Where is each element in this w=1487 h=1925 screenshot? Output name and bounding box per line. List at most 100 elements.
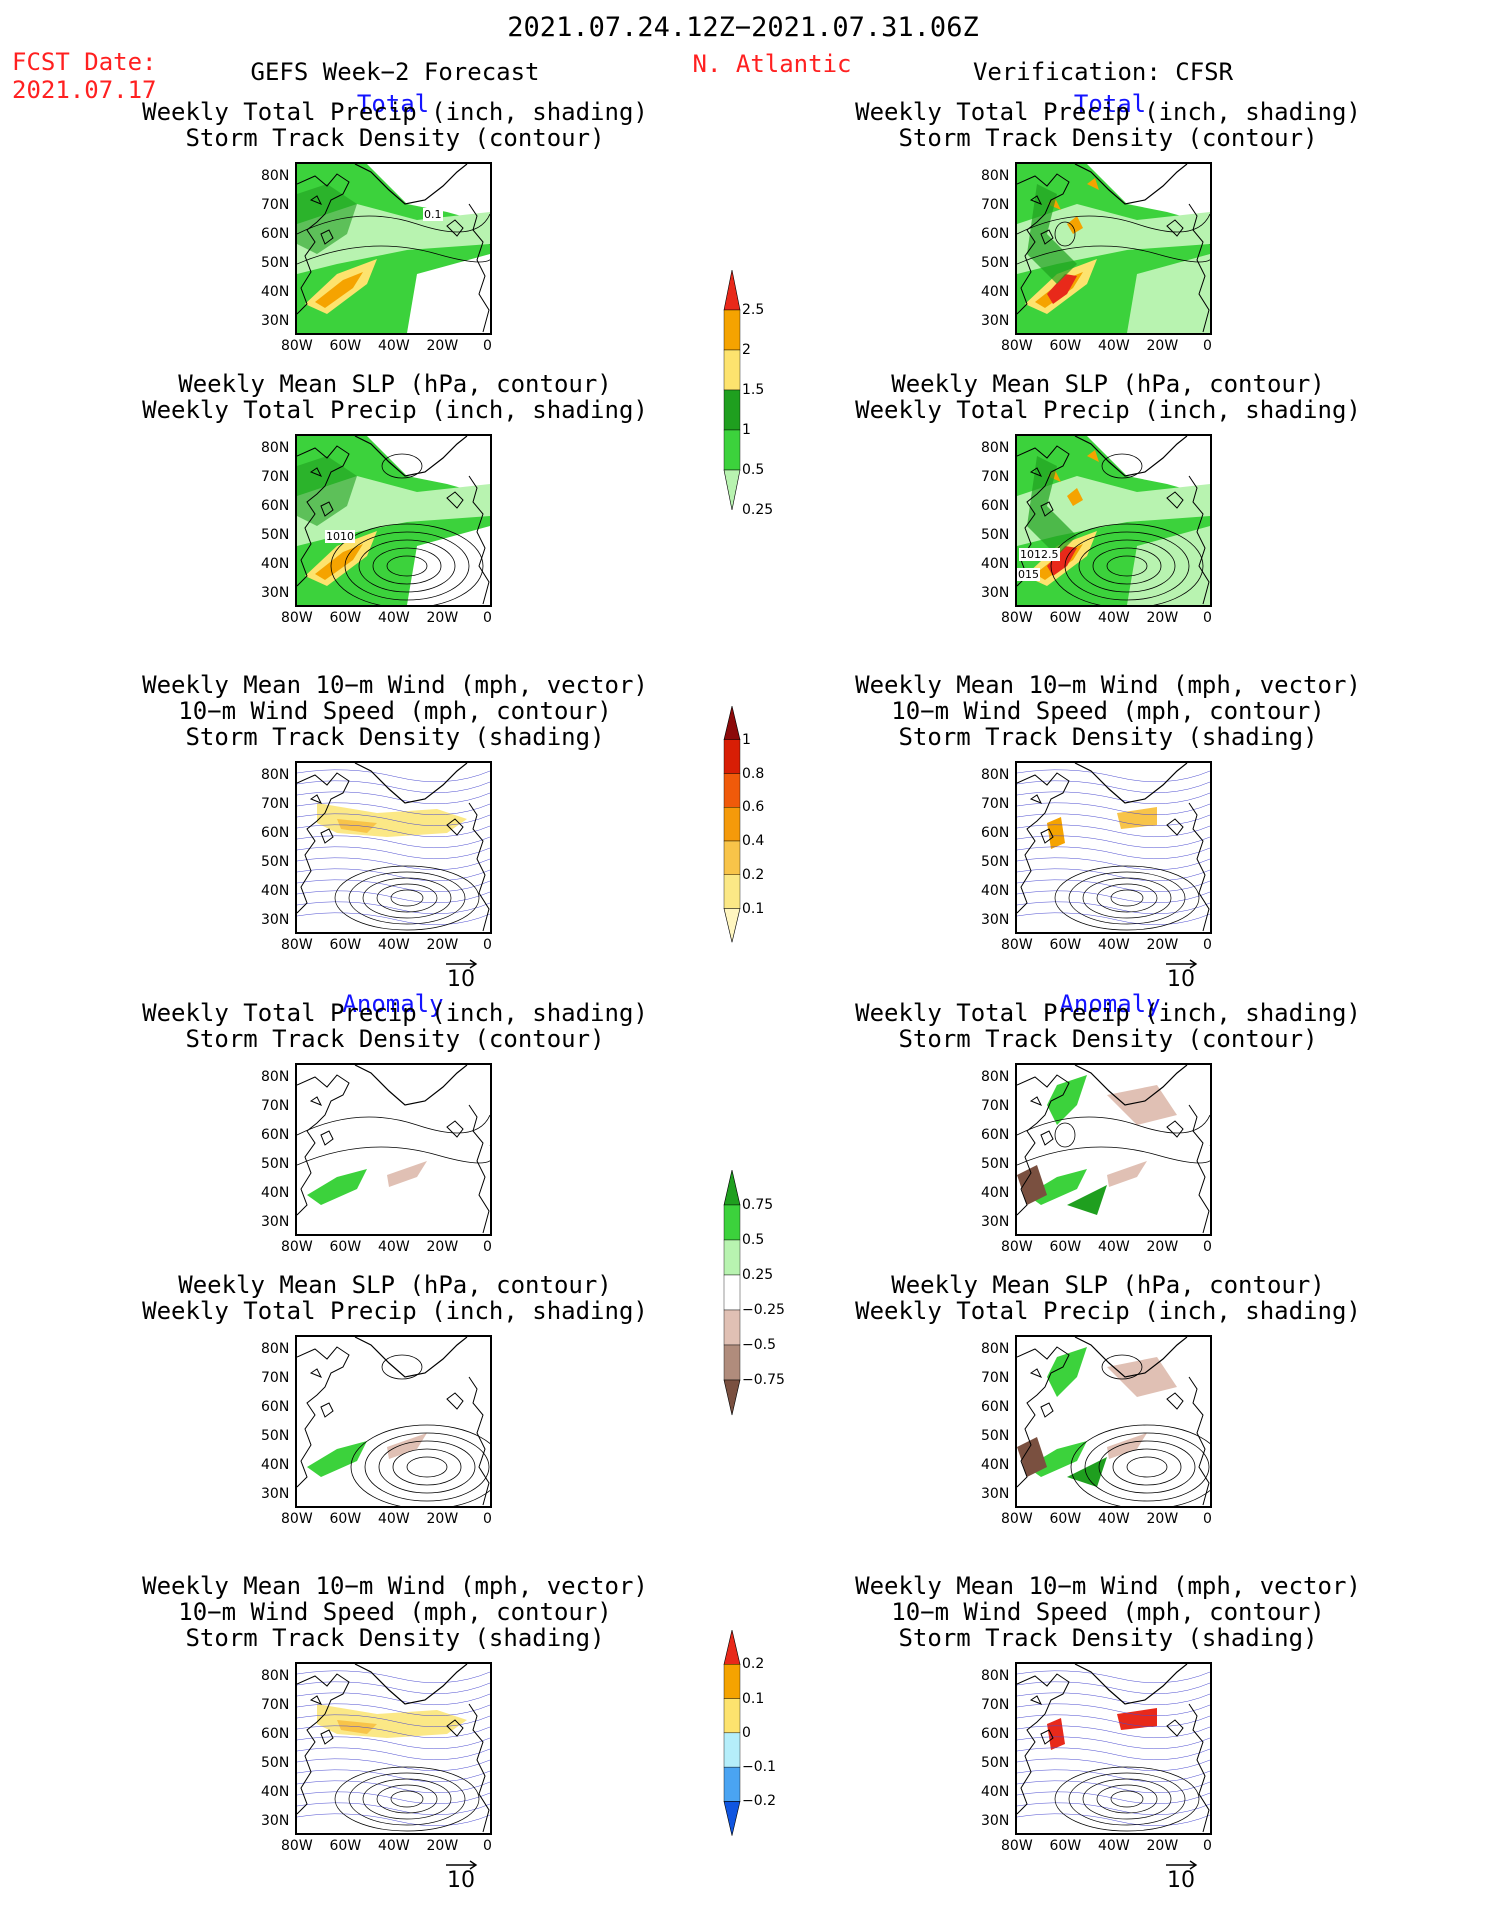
colorbar-tick-label: 0.75 xyxy=(742,1197,774,1213)
lat-tick-label: 70N xyxy=(981,469,1010,485)
lon-tick-label: 0 xyxy=(483,1239,492,1255)
lat-tick-label: 50N xyxy=(261,1428,290,1444)
panel-title-line: Storm Track Density (shading) xyxy=(185,723,605,751)
lat-tick-label: 60N xyxy=(261,226,290,242)
lat-tick-label: 70N xyxy=(261,1098,290,1114)
fcst-date-value: 2021.07.17 xyxy=(12,76,157,104)
lat-tick-label: 50N xyxy=(981,1755,1010,1771)
lon-tick-label: 20W xyxy=(426,1838,459,1854)
lon-tick-label: 80W xyxy=(281,338,313,354)
colorbar-tick-label: −0.5 xyxy=(742,1337,776,1353)
vector-reference-label: 10 xyxy=(1167,1868,1195,1893)
lat-tick-label: 70N xyxy=(261,1697,290,1713)
lat-tick-label: 60N xyxy=(261,825,290,841)
colorbar-tick-label: 0.25 xyxy=(742,502,774,518)
lat-tick-label: 60N xyxy=(981,226,1010,242)
lon-tick-label: 0 xyxy=(1203,610,1212,626)
vector-reference-arrow xyxy=(446,1860,478,1870)
colorbar-tick-label: 1 xyxy=(742,731,751,748)
panel-title-line: Storm Track Density (contour) xyxy=(898,124,1318,152)
lon-tick-label: 20W xyxy=(1146,610,1179,626)
lon-tick-label: 80W xyxy=(1001,610,1033,626)
lat-tick-label: 50N xyxy=(261,255,290,271)
region-title: N. Atlantic xyxy=(692,50,852,78)
lon-tick-label: 80W xyxy=(1001,338,1033,354)
lat-tick-label: 80N xyxy=(981,1069,1010,1085)
panel-title-line: Weekly Total Precip (inch, shading) xyxy=(142,999,648,1027)
lon-tick-label: 40W xyxy=(1098,1511,1130,1527)
lat-tick-label: 80N xyxy=(261,767,290,783)
lon-tick-label: 20W xyxy=(426,1511,459,1527)
cfsr-map-slp-anomaly xyxy=(1015,1335,1212,1508)
panel-title-line: Storm Track Density (contour) xyxy=(185,124,605,152)
lat-tick-label: 60N xyxy=(981,1726,1010,1742)
panel-title-line: Weekly Mean SLP (hPa, contour) xyxy=(178,370,612,398)
lon-tick-label: 0 xyxy=(483,338,492,354)
panel-title-line: Weekly Mean SLP (hPa, contour) xyxy=(891,1271,1325,1299)
lat-tick-label: 40N xyxy=(981,284,1010,300)
lon-tick-label: 40W xyxy=(1098,610,1130,626)
lat-tick-label: 30N xyxy=(261,585,290,601)
colorbar-tick-label: 0.6 xyxy=(742,799,765,816)
lon-tick-label: 40W xyxy=(378,1511,410,1527)
lon-tick-label: 60W xyxy=(329,1511,362,1527)
lon-tick-label: 80W xyxy=(281,1511,313,1527)
lat-tick-label: 30N xyxy=(261,912,290,928)
gefs-map-precip-total xyxy=(295,162,492,335)
lon-tick-label: 60W xyxy=(329,1838,362,1854)
cfsr-map-wind-anomaly xyxy=(1015,1662,1212,1835)
lon-tick-label: 20W xyxy=(1146,338,1179,354)
lat-tick-label: 80N xyxy=(981,767,1010,783)
lat-tick-label: 30N xyxy=(981,912,1010,928)
lon-tick-label: 60W xyxy=(1049,1239,1082,1255)
panel-title-line: Weekly Mean 10−m Wind (mph, vector) xyxy=(855,671,1361,699)
lat-tick-label: 60N xyxy=(981,498,1010,514)
panel-title-line: Weekly Mean 10−m Wind (mph, vector) xyxy=(855,1572,1361,1600)
lat-tick-label: 80N xyxy=(261,440,290,456)
colorbar-tick-label: −0.2 xyxy=(742,1793,776,1810)
panel-title-line: Weekly Total Precip (inch, shading) xyxy=(855,1297,1361,1325)
lon-tick-label: 0 xyxy=(483,1511,492,1527)
lat-tick-label: 50N xyxy=(981,854,1010,870)
colorbar-tick-label: 0.4 xyxy=(742,833,765,849)
colorbar-tick-label: 0.25 xyxy=(742,1267,774,1283)
colorbar-track-total xyxy=(723,706,741,943)
lon-tick-label: 60W xyxy=(1049,610,1082,626)
colorbar-tick-label: 0.5 xyxy=(742,462,765,478)
lat-tick-label: 30N xyxy=(981,1486,1010,1502)
colorbar-tick-label: −0.1 xyxy=(742,1759,776,1776)
lon-tick-label: 0 xyxy=(1203,1838,1212,1854)
lat-tick-label: 30N xyxy=(981,1214,1010,1230)
lon-tick-label: 80W xyxy=(1001,1511,1033,1527)
lon-tick-label: 40W xyxy=(378,338,410,354)
vector-reference-label: 10 xyxy=(447,1868,475,1893)
lon-tick-label: 20W xyxy=(426,1239,459,1255)
colorbar-tick-label: 0 xyxy=(742,1724,751,1741)
lat-tick-label: 60N xyxy=(261,1726,290,1742)
lat-tick-label: 80N xyxy=(981,1668,1010,1684)
section-anomaly-right: Anomaly xyxy=(1059,990,1161,1018)
lon-tick-label: 20W xyxy=(426,937,459,953)
panel-title-line: Weekly Mean 10−m Wind (mph, vector) xyxy=(142,1572,648,1600)
lat-tick-label: 60N xyxy=(981,1399,1010,1415)
section-total-right: Total xyxy=(1073,90,1147,118)
lon-tick-label: 20W xyxy=(1146,1511,1179,1527)
cfsr-map-precip-total xyxy=(1015,162,1212,335)
vector-reference-arrow xyxy=(1166,1860,1198,1870)
lat-tick-label: 40N xyxy=(981,1784,1010,1800)
lon-tick-label: 40W xyxy=(378,1838,410,1854)
lon-tick-label: 40W xyxy=(1098,338,1130,354)
lat-tick-label: 80N xyxy=(261,168,290,184)
lat-tick-label: 60N xyxy=(261,1399,290,1415)
lat-tick-label: 70N xyxy=(261,1370,290,1386)
lon-tick-label: 0 xyxy=(1203,1239,1212,1255)
forecast-title: GEFS Week−2 Forecast xyxy=(250,58,540,86)
lat-tick-label: 80N xyxy=(261,1341,290,1357)
panel-title-line: Storm Track Density (shading) xyxy=(898,1624,1318,1652)
lat-tick-label: 70N xyxy=(981,1370,1010,1386)
gefs-map-precip-anomaly xyxy=(295,1063,492,1236)
lon-tick-label: 0 xyxy=(483,1838,492,1854)
colorbar-tick-label: 0.1 xyxy=(742,900,765,917)
contour-label: 015 xyxy=(1017,568,1040,581)
lat-tick-label: 50N xyxy=(981,1428,1010,1444)
